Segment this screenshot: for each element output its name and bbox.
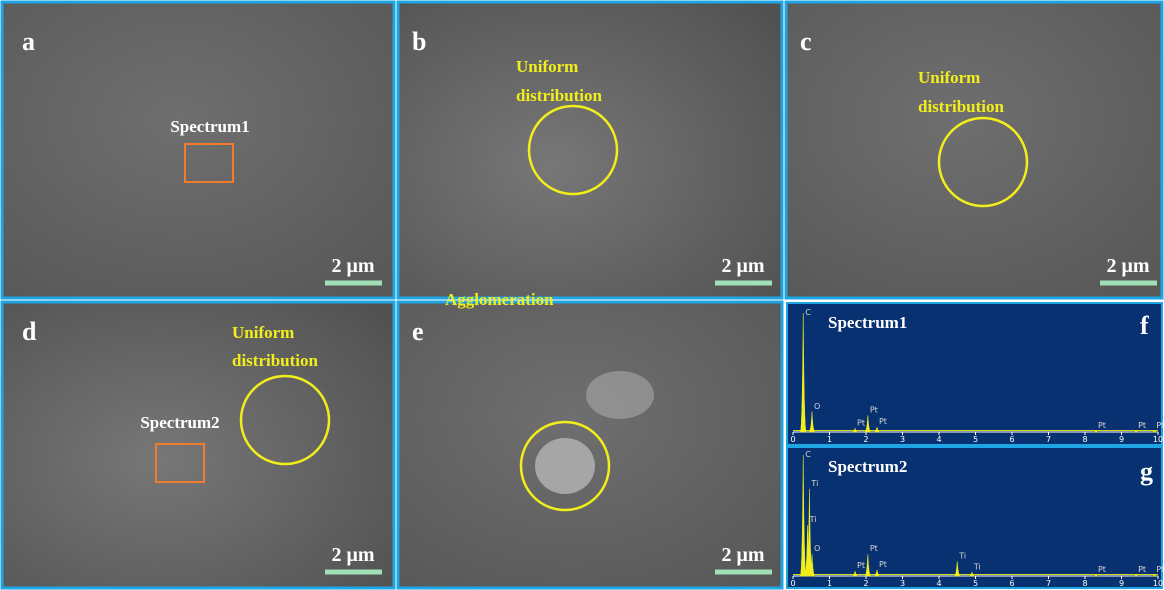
panel-a xyxy=(2,2,394,298)
annotation: distribution xyxy=(232,351,319,370)
peak-label: Pt xyxy=(879,417,887,426)
tick-label: 7 xyxy=(1046,579,1051,588)
tick-label: 3 xyxy=(900,579,905,588)
annotation: distribution xyxy=(516,86,603,105)
peak-label: Pt xyxy=(870,405,878,414)
panel-label: e xyxy=(412,317,424,346)
peak-label: C xyxy=(805,308,811,317)
tick-label: 10 xyxy=(1153,579,1163,588)
tick-label: 2 xyxy=(863,579,868,588)
panel-label: b xyxy=(412,27,426,56)
tick-label: 8 xyxy=(1082,435,1087,444)
peak-label: Ti xyxy=(810,479,818,488)
scale-label: 2 μm xyxy=(722,255,765,277)
peak-label: O xyxy=(814,402,820,411)
tick-label: 5 xyxy=(973,579,978,588)
annotation: Uniform xyxy=(516,57,578,76)
peak-label: Pt xyxy=(1156,421,1164,430)
peak-label: Ti xyxy=(809,515,817,524)
tick-label: 3 xyxy=(900,435,905,444)
figure: a Spectrum1 2 μm b Uniform distribution … xyxy=(0,0,1164,590)
tick-label: 4 xyxy=(936,435,941,444)
peak-label: Pt xyxy=(1138,421,1146,430)
annotation: distribution xyxy=(918,97,1005,116)
peak-label: Pt xyxy=(857,418,865,427)
scale-label: 2 μm xyxy=(332,255,375,277)
peak-label: C xyxy=(805,450,811,459)
annotation: Uniform xyxy=(232,323,294,342)
peak-label: O xyxy=(814,544,820,553)
peak-label: Ti xyxy=(958,551,966,560)
tick-label: 6 xyxy=(1009,435,1014,444)
tick-label: 7 xyxy=(1046,435,1051,444)
peak-label: Pt xyxy=(1138,565,1146,574)
panel-label: c xyxy=(800,27,812,56)
page: {"panels": [ {"label": "a", "scale_bar":… xyxy=(0,0,1164,590)
panel-b xyxy=(398,2,782,298)
peak-label: Ti xyxy=(973,562,981,571)
tick-label: 1 xyxy=(827,435,832,444)
peak-label: Pt xyxy=(857,561,865,570)
panel-label: d xyxy=(22,317,37,346)
spectrum-name: Spectrum2 xyxy=(828,457,907,476)
tick-label: 1 xyxy=(827,579,832,588)
annotation: Spectrum1 xyxy=(170,117,249,136)
peak-label: Pt xyxy=(879,560,887,569)
scale-label: 2 μm xyxy=(1107,255,1150,277)
tick-label: 10 xyxy=(1153,435,1163,444)
tick-label: 2 xyxy=(863,435,868,444)
annotation: Uniform xyxy=(918,68,980,87)
peak-label: Pt xyxy=(1098,565,1106,574)
tick-label: 8 xyxy=(1082,579,1087,588)
panel-c xyxy=(786,2,1162,298)
agglomerate xyxy=(586,371,654,419)
tick-label: 5 xyxy=(973,435,978,444)
tick-label: 9 xyxy=(1119,435,1124,444)
peak-label: Pt xyxy=(1156,565,1164,574)
panel-label: a xyxy=(22,27,35,56)
tick-label: 9 xyxy=(1119,579,1124,588)
scale-label: 2 μm xyxy=(332,544,375,566)
tick-label: 0 xyxy=(790,579,795,588)
panel-label: f xyxy=(1140,311,1149,340)
tick-label: 0 xyxy=(790,435,795,444)
tick-label: 6 xyxy=(1009,579,1014,588)
panel-label: g xyxy=(1140,457,1153,486)
scale-label: 2 μm xyxy=(722,544,765,566)
annotation: Agglomeration xyxy=(445,290,554,309)
spectrum-name: Spectrum1 xyxy=(828,313,907,332)
peak-label: Pt xyxy=(870,544,878,553)
peak-label: Pt xyxy=(1098,421,1106,430)
tick-label: 4 xyxy=(936,579,941,588)
annotation: Spectrum2 xyxy=(140,413,219,432)
agglomerate xyxy=(535,438,595,494)
